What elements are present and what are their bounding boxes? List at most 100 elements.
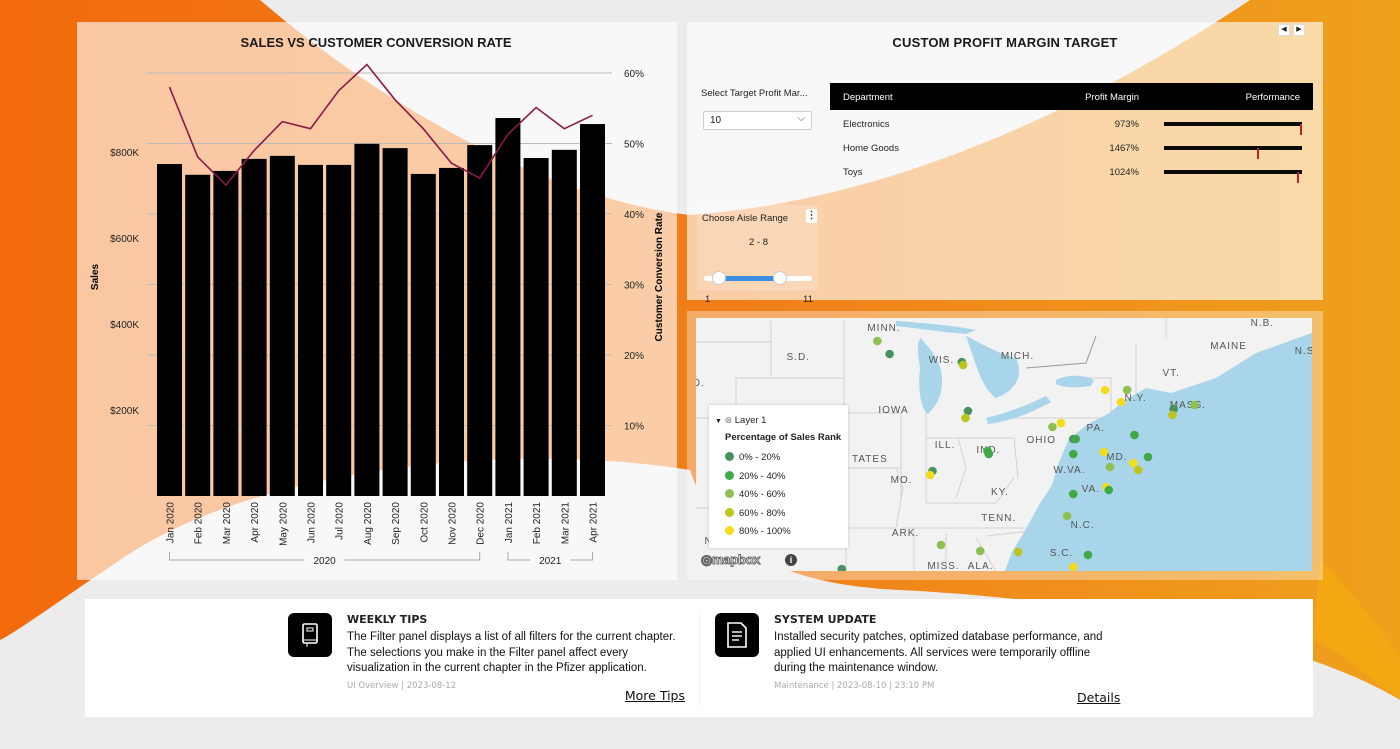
legend-item: 40% - 60% <box>725 489 785 500</box>
lake-erie <box>986 396 1051 424</box>
sales-bar[interactable] <box>382 148 408 496</box>
state-label: ALA. <box>968 561 994 571</box>
legend-layer-name: Layer 1 <box>734 415 767 426</box>
water-bodies <box>896 321 1312 571</box>
sales-bar[interactable] <box>185 174 211 497</box>
sales-bar[interactable] <box>551 149 577 496</box>
store-location-dot[interactable] <box>1048 422 1057 432</box>
state-label: W.VA. <box>1053 465 1085 476</box>
store-location-dot[interactable] <box>1068 449 1078 459</box>
state-label: N.B. <box>1251 318 1274 329</box>
more-tips-link[interactable]: More Tips <box>624 688 685 703</box>
col-department: Department <box>843 92 893 103</box>
state-label: KY. <box>991 487 1009 498</box>
store-location-dot[interactable] <box>1128 458 1138 468</box>
store-location-dot[interactable] <box>1168 410 1177 420</box>
store-location-dot[interactable] <box>963 406 973 416</box>
legend-item: 20% - 40% <box>725 470 785 482</box>
weekly-tips-body: The Filter panel displays a list of all … <box>347 631 676 674</box>
store-location-dot[interactable] <box>1068 562 1078 571</box>
sales-bar[interactable] <box>269 155 295 496</box>
department-name: Home Goods <box>843 143 899 154</box>
system-update-meta: Maintenance | 2023-08-10 | 23:10 PM <box>774 680 935 691</box>
store-location-dot[interactable] <box>975 546 985 556</box>
col-profit-margin: Profit Margin <box>1085 92 1139 103</box>
state-label: PA. <box>1087 423 1105 434</box>
details-link[interactable]: Details <box>1077 690 1121 705</box>
sales-bar[interactable] <box>467 145 493 496</box>
store-location-dot[interactable] <box>1116 397 1126 407</box>
sales-bar[interactable] <box>580 124 605 497</box>
store-location-dot[interactable] <box>1071 434 1081 444</box>
group-bracket <box>507 552 593 561</box>
x-tick-label: Apr 2021 <box>589 502 600 543</box>
store-location-dot[interactable] <box>958 360 968 370</box>
store-location-dot[interactable] <box>984 449 994 459</box>
store-location-dot[interactable] <box>925 470 935 480</box>
store-location-dot[interactable] <box>1083 550 1093 560</box>
department-name: Toys <box>843 167 863 178</box>
state-label: MD. <box>1106 452 1127 463</box>
x-tick-label: Feb 2020 <box>194 502 205 545</box>
target-select-label: Select Target Profit Mar... <box>701 88 808 99</box>
caret-right-icon: ▶ <box>1296 26 1302 33</box>
store-location-dot[interactable] <box>961 413 970 423</box>
legend-dot-icon <box>725 452 734 461</box>
document-icon <box>715 613 759 657</box>
sales-bar[interactable] <box>157 164 182 497</box>
store-location-dot[interactable] <box>1105 462 1115 472</box>
legend-dot-icon <box>725 470 734 480</box>
sales-bar[interactable] <box>241 158 267 496</box>
store-location-dot[interactable] <box>837 564 847 571</box>
sales-bar[interactable] <box>354 143 380 496</box>
store-location-dot[interactable] <box>1130 430 1139 440</box>
store-location-dot[interactable] <box>1100 385 1110 395</box>
store-location-dot[interactable] <box>1133 465 1143 475</box>
target-marker <box>1296 172 1299 183</box>
target-profit-select[interactable]: 10 ⌵ <box>703 111 812 130</box>
store-location-dot[interactable] <box>1122 385 1132 395</box>
state-label: N.Y. <box>1124 393 1146 404</box>
conversion-rate-line[interactable] <box>168 63 593 187</box>
lake-ontario <box>1056 375 1094 388</box>
next-page-button[interactable]: ▶ <box>1293 24 1305 36</box>
more-options-button[interactable]: ⋮ <box>806 209 817 223</box>
mapbox-logo[interactable]: ◎mapbox <box>700 552 761 568</box>
store-location-dot[interactable] <box>1056 418 1066 428</box>
slider-high-handle[interactable] <box>772 271 787 285</box>
state-label: MASS. <box>1170 400 1206 411</box>
state-label: ILL. <box>935 440 956 451</box>
lake-superior <box>896 321 976 334</box>
profit-margin-value: 1024% <box>1109 167 1139 178</box>
sales-bar[interactable] <box>326 164 352 496</box>
table-row[interactable]: Toys 1024% <box>830 164 1313 184</box>
store-location-dot[interactable] <box>1062 511 1072 521</box>
store-location-dot[interactable] <box>873 336 882 346</box>
store-location-dot[interactable] <box>1190 400 1199 410</box>
store-location-dot[interactable] <box>1068 489 1078 499</box>
store-location-dot[interactable] <box>1143 452 1153 462</box>
sales-bar[interactable] <box>495 118 521 496</box>
table-row[interactable]: Home Goods 1467% <box>830 140 1313 160</box>
collapse-caret-icon[interactable]: ▼ <box>715 418 722 425</box>
y-axis-title: Sales <box>90 263 101 290</box>
sales-bar[interactable] <box>410 173 436 496</box>
store-location-dot[interactable] <box>885 349 894 359</box>
weekly-tips-title: WEEKLY TIPS <box>347 613 428 626</box>
sales-rank-map[interactable]: MINN.S.D.WIS.MICH.IOWAILL.IND.OHIOPA.N.Y… <box>696 318 1312 571</box>
sales-bar[interactable] <box>213 170 239 497</box>
store-location-dot[interactable] <box>936 540 946 550</box>
prev-page-button[interactable]: ◀ <box>1278 24 1290 36</box>
slider-low-handle[interactable] <box>711 271 726 285</box>
store-location-dot[interactable] <box>1013 547 1023 557</box>
info-icon[interactable]: i <box>785 554 797 566</box>
aisle-range-slider[interactable] <box>704 271 812 285</box>
sales-bar[interactable] <box>523 158 549 496</box>
sales-bar[interactable] <box>439 167 464 496</box>
x-tick-label: Jun 2020 <box>307 502 318 544</box>
store-location-dot[interactable] <box>1099 447 1109 457</box>
store-location-dot[interactable] <box>1104 485 1114 495</box>
sales-bar[interactable] <box>298 164 323 496</box>
atlantic-ocean <box>1005 333 1312 571</box>
table-row[interactable]: Electronics 973% <box>830 116 1313 136</box>
